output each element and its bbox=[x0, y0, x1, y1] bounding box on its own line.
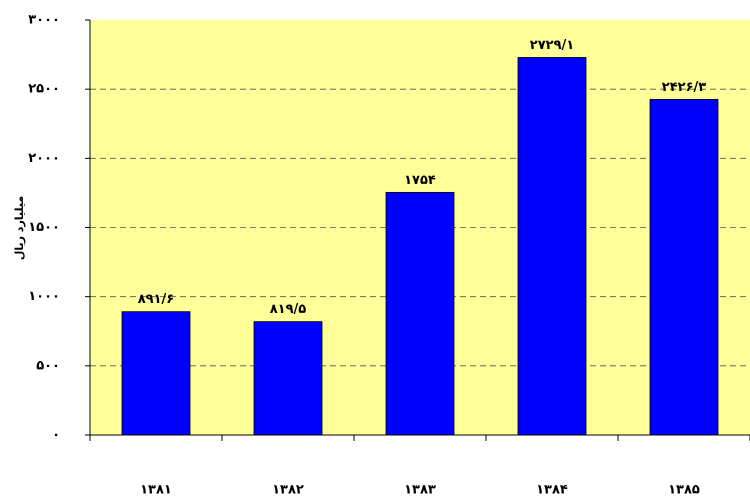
x-tick-label: ۱۳۸۳ bbox=[404, 483, 436, 498]
y-tick-label: ۱۵۰۰ bbox=[28, 220, 60, 235]
value-label: ۸۹۱/۶ bbox=[138, 292, 175, 307]
bar bbox=[517, 57, 587, 436]
y-tick-label: ۲۰۰۰ bbox=[28, 151, 60, 166]
y-tick-label: ۱۰۰۰ bbox=[28, 289, 60, 304]
y-tick-label: ۰ bbox=[52, 428, 60, 443]
x-tick-label: ۱۳۸۱ bbox=[140, 483, 172, 498]
value-label: ۸۱۹/۵ bbox=[270, 302, 307, 317]
x-tick-label: ۱۳۸۵ bbox=[668, 483, 700, 498]
x-tick-label: ۱۳۸۴ bbox=[536, 483, 568, 498]
y-axis-label: میلیارد ریال bbox=[13, 196, 26, 260]
bar bbox=[385, 191, 455, 436]
y-tick-label: ۲۵۰۰ bbox=[28, 82, 60, 97]
x-tick-label: ۱۳۸۲ bbox=[272, 483, 304, 498]
y-tick-label: ۵۰۰ bbox=[36, 358, 60, 373]
value-label: ۲۴۲۶/۳ bbox=[662, 80, 706, 95]
y-tick-label: ۳۰۰۰ bbox=[28, 13, 60, 28]
bar bbox=[121, 311, 191, 436]
value-label: ۲۷۲۹/۱ bbox=[530, 38, 574, 53]
value-label: ۱۷۵۴ bbox=[404, 173, 436, 188]
bar bbox=[253, 321, 323, 436]
bar bbox=[649, 98, 719, 436]
